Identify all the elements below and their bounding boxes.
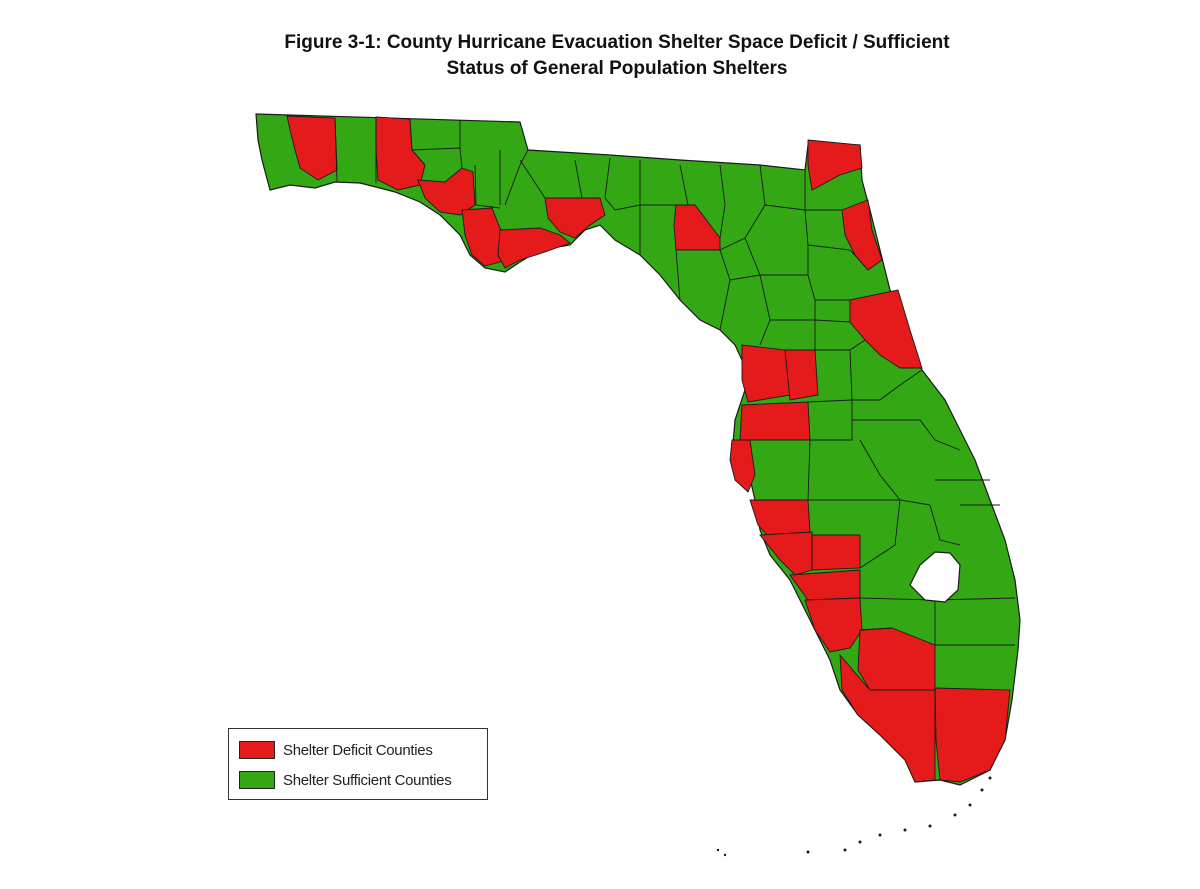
figure-title: Figure 3-1: County Hurricane Evacuation … bbox=[0, 30, 1200, 82]
deficit-county-pinellas bbox=[729, 439, 756, 493]
deficit-county-nassau bbox=[807, 139, 863, 191]
lake-okeechobee bbox=[909, 551, 961, 603]
deficit-counties bbox=[286, 115, 1011, 783]
county-boundaries bbox=[334, 117, 1016, 646]
legend-label-sufficient: Shelter Sufficient Counties bbox=[283, 771, 452, 789]
deficit-county-sarasota bbox=[759, 531, 813, 576]
figure-title-line-2: Status of General Population Shelters bbox=[446, 58, 788, 79]
figure-title-line-1: Figure 3-1: County Hurricane Evacuation … bbox=[284, 32, 950, 53]
deficit-county-franklin bbox=[497, 227, 571, 269]
deficit-county-bay bbox=[417, 167, 476, 216]
map-legend: Shelter Deficit Counties Shelter Suffici… bbox=[228, 728, 488, 800]
deficit-county-pasco bbox=[739, 401, 811, 441]
deficit-county-wakulla bbox=[544, 197, 606, 239]
deficit-county-collier bbox=[839, 653, 936, 783]
deficit-county-hernando bbox=[784, 349, 819, 401]
deficit-county-citrus bbox=[741, 344, 791, 403]
florida-keys bbox=[716, 776, 992, 857]
legend-swatch-sufficient bbox=[239, 771, 275, 789]
deficit-county-miami-dade bbox=[934, 687, 1011, 783]
deficit-county-volusia bbox=[849, 289, 923, 369]
legend-swatch-deficit bbox=[239, 741, 275, 759]
deficit-county-desoto bbox=[811, 534, 861, 571]
legend-label-deficit: Shelter Deficit Counties bbox=[283, 741, 433, 759]
legend-item-deficit: Shelter Deficit Counties bbox=[239, 740, 433, 760]
deficit-county-st-johns bbox=[841, 199, 883, 271]
legend-item-sufficient: Shelter Sufficient Counties bbox=[239, 770, 452, 790]
